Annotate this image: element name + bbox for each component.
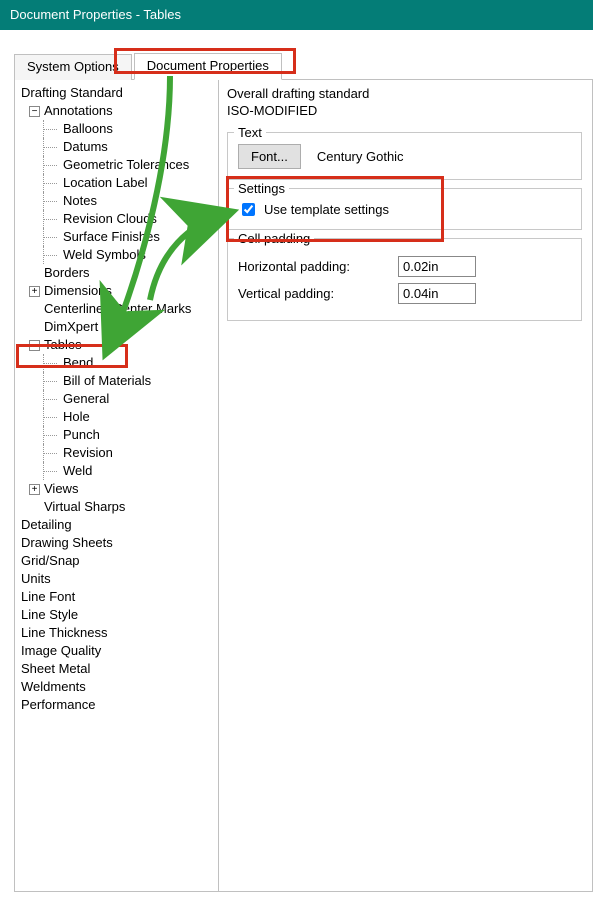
tree-tables-child[interactable]: Punch: [19, 426, 218, 444]
tree-item[interactable]: Grid/Snap: [19, 552, 218, 570]
tree-annotations-child[interactable]: Location Label: [19, 174, 218, 192]
tab-document-properties[interactable]: Document Properties: [134, 53, 282, 80]
v-padding-label: Vertical padding:: [238, 286, 398, 301]
tree-annotations-child[interactable]: Balloons: [19, 120, 218, 138]
tree-item[interactable]: Line Style: [19, 606, 218, 624]
tree-item[interactable]: Detailing: [19, 516, 218, 534]
tree-virtual-sharps[interactable]: Virtual Sharps: [19, 498, 218, 516]
expand-icon[interactable]: +: [29, 484, 40, 495]
tree-item[interactable]: Sheet Metal: [19, 660, 218, 678]
tree-item[interactable]: Units: [19, 570, 218, 588]
tree-tables-child[interactable]: Weld: [19, 462, 218, 480]
use-template-checkbox[interactable]: [242, 203, 255, 216]
tree-item[interactable]: Image Quality: [19, 642, 218, 660]
tree-annotations[interactable]: −Annotations: [19, 102, 218, 120]
tree-dimensions[interactable]: +Dimensions: [19, 282, 218, 300]
tree-tables-child[interactable]: Hole: [19, 408, 218, 426]
tree-drafting-standard[interactable]: Drafting Standard: [19, 84, 218, 102]
tree-annotations-child[interactable]: Surface Finishes: [19, 228, 218, 246]
overall-standard-label: Overall drafting standard: [227, 86, 582, 101]
tree-item[interactable]: Line Thickness: [19, 624, 218, 642]
tree-annotations-child[interactable]: Weld Symbols: [19, 246, 218, 264]
tree-tables[interactable]: −Tables: [19, 336, 218, 354]
text-fieldset: Text Font... Century Gothic: [227, 132, 582, 180]
collapse-icon[interactable]: −: [29, 340, 40, 351]
tree-item[interactable]: Drawing Sheets: [19, 534, 218, 552]
font-value: Century Gothic: [317, 149, 404, 164]
tree-dimxpert[interactable]: DimXpert: [19, 318, 218, 336]
nav-tree: Drafting Standard −Annotations BalloonsD…: [15, 80, 219, 891]
tree-tables-child[interactable]: Bend: [19, 354, 218, 372]
tab-bar: System Options Document Properties: [14, 52, 593, 80]
content-area: Drafting Standard −Annotations BalloonsD…: [14, 80, 593, 892]
settings-panel: Overall drafting standard ISO-MODIFIED T…: [219, 80, 592, 891]
overall-standard-value: ISO-MODIFIED: [227, 103, 582, 118]
h-padding-input[interactable]: [398, 256, 476, 277]
tree-tables-child[interactable]: Revision: [19, 444, 218, 462]
tree-annotations-child[interactable]: Datums: [19, 138, 218, 156]
expand-icon[interactable]: +: [29, 286, 40, 297]
settings-fieldset: Settings Use template settings: [227, 188, 582, 230]
tree-views[interactable]: +Views: [19, 480, 218, 498]
tree-item[interactable]: Performance: [19, 696, 218, 714]
font-button[interactable]: Font...: [238, 144, 301, 169]
tree-item[interactable]: Line Font: [19, 588, 218, 606]
cell-padding-fieldset: Cell padding Horizontal padding: Vertica…: [227, 238, 582, 321]
settings-section-title: Settings: [234, 181, 289, 196]
tree-annotations-child[interactable]: Geometric Tolerances: [19, 156, 218, 174]
tree-tables-child[interactable]: General: [19, 390, 218, 408]
tree-borders[interactable]: Borders: [19, 264, 218, 282]
window-title: Document Properties - Tables: [10, 7, 181, 22]
tree-centerlines[interactable]: Centerlines/Center Marks: [19, 300, 218, 318]
tab-system-options[interactable]: System Options: [14, 54, 132, 80]
tree-annotations-child[interactable]: Revision Clouds: [19, 210, 218, 228]
collapse-icon[interactable]: −: [29, 106, 40, 117]
use-template-label: Use template settings: [264, 202, 389, 217]
tree-item[interactable]: Weldments: [19, 678, 218, 696]
tree-tables-child[interactable]: Bill of Materials: [19, 372, 218, 390]
cell-padding-title: Cell padding: [234, 231, 314, 246]
h-padding-label: Horizontal padding:: [238, 259, 398, 274]
text-section-title: Text: [234, 125, 266, 140]
tree-annotations-child[interactable]: Notes: [19, 192, 218, 210]
v-padding-input[interactable]: [398, 283, 476, 304]
window-titlebar: Document Properties - Tables: [0, 0, 593, 30]
